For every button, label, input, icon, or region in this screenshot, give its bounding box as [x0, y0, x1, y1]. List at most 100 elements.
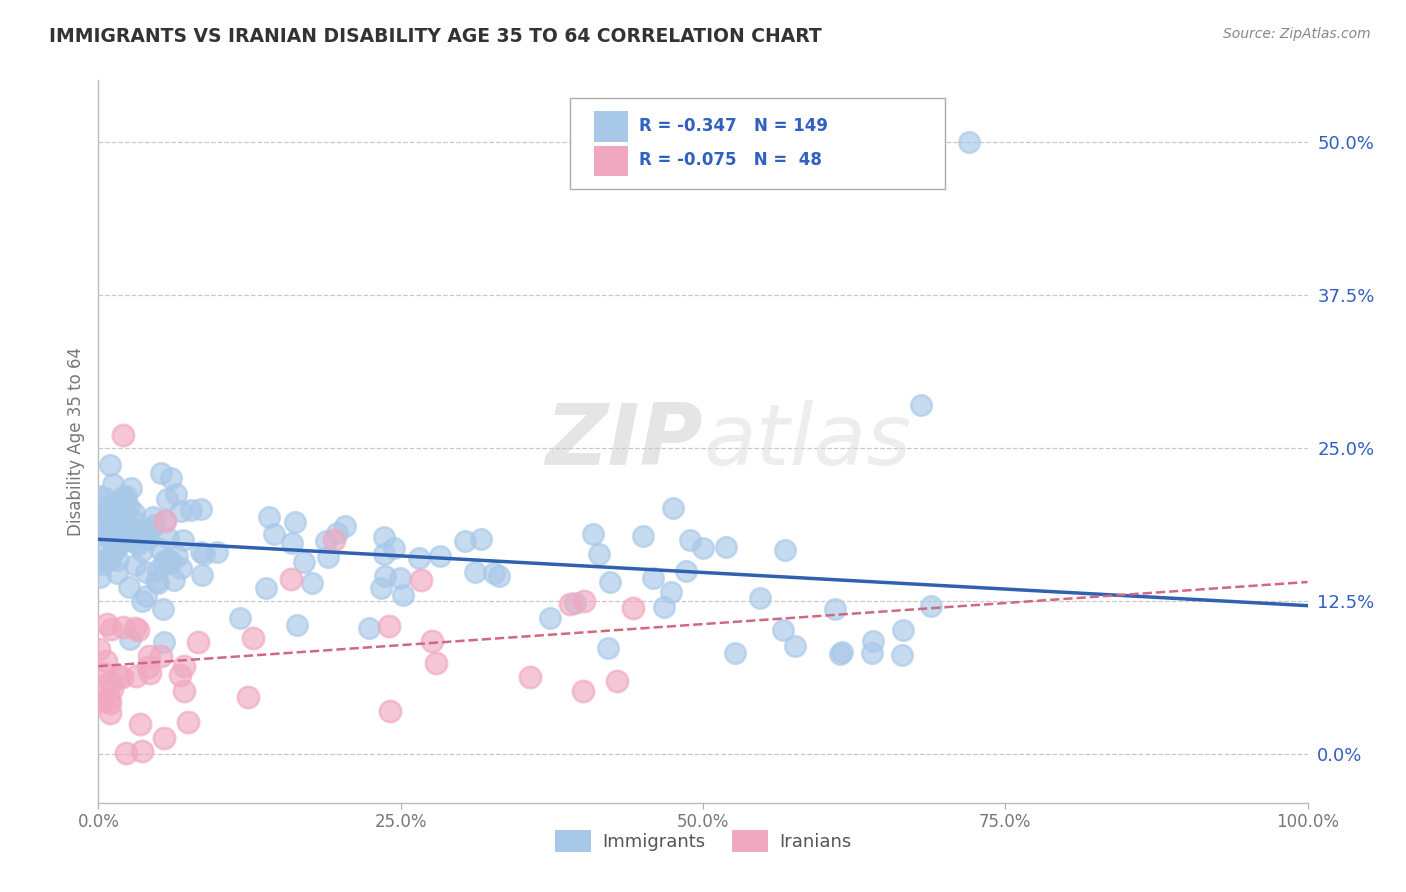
Text: ZIP: ZIP	[546, 400, 703, 483]
Point	[105, 541, 128, 555]
Point	[108, 501, 131, 516]
Point	[128, 716, 150, 731]
Point	[425, 657, 447, 671]
Point	[136, 522, 159, 536]
Point	[378, 618, 401, 632]
Point	[98, 458, 121, 473]
Point	[115, 746, 138, 760]
Point	[91, 557, 114, 571]
Point	[107, 669, 129, 683]
Point	[389, 572, 412, 586]
Point	[111, 508, 134, 523]
Point	[90, 510, 112, 524]
Point	[281, 535, 304, 549]
Point	[111, 670, 134, 684]
Point	[488, 569, 510, 583]
Point	[411, 573, 433, 587]
Point	[177, 715, 200, 730]
Point	[957, 135, 980, 149]
Point	[153, 513, 176, 527]
Point	[98, 692, 121, 706]
Point	[110, 501, 132, 516]
Point	[120, 524, 142, 538]
Point	[153, 731, 176, 745]
Point	[149, 542, 172, 557]
Point	[910, 398, 932, 412]
Point	[775, 542, 797, 557]
Point	[145, 574, 167, 588]
Point	[692, 541, 714, 555]
Point	[292, 555, 315, 569]
Point	[572, 683, 595, 698]
Point	[135, 565, 157, 579]
Point	[828, 647, 851, 661]
Point	[631, 529, 654, 543]
Point	[831, 645, 853, 659]
Point	[165, 487, 187, 501]
Point	[89, 528, 111, 542]
Point	[131, 594, 153, 608]
Point	[749, 591, 772, 606]
Point	[193, 547, 215, 561]
Point	[621, 601, 644, 615]
Point	[370, 581, 392, 595]
Point	[285, 618, 308, 632]
Point	[108, 529, 131, 543]
Point	[90, 694, 112, 708]
Point	[662, 500, 685, 515]
Point	[96, 617, 118, 632]
Point	[675, 564, 697, 578]
Point	[89, 569, 111, 583]
Point	[121, 532, 143, 546]
Point	[323, 533, 346, 547]
Point	[146, 575, 169, 590]
Point	[596, 641, 619, 656]
Point	[785, 639, 807, 653]
Point	[588, 548, 610, 562]
Point	[643, 571, 665, 585]
Point	[599, 575, 621, 590]
Point	[135, 532, 157, 546]
Point	[724, 646, 747, 660]
Point	[242, 631, 264, 645]
Point	[160, 471, 183, 485]
Point	[118, 533, 141, 547]
Point	[153, 554, 176, 568]
Point	[131, 744, 153, 758]
Point	[115, 489, 138, 503]
Point	[149, 649, 172, 664]
Point	[98, 530, 121, 544]
Point	[170, 561, 193, 575]
Point	[538, 611, 561, 625]
Point	[146, 563, 169, 577]
Point	[484, 566, 506, 580]
Point	[101, 476, 124, 491]
Point	[124, 506, 146, 520]
Point	[138, 524, 160, 538]
Point	[374, 569, 396, 583]
Point	[100, 675, 122, 690]
Point	[582, 527, 605, 541]
Point	[118, 580, 141, 594]
Point	[91, 524, 114, 539]
Point	[280, 572, 302, 586]
Point	[157, 532, 180, 546]
Point	[652, 599, 675, 614]
Point	[142, 509, 165, 524]
Point	[714, 540, 737, 554]
Point	[112, 519, 135, 533]
Point	[98, 696, 121, 710]
Point	[301, 576, 323, 591]
Point	[326, 525, 349, 540]
Point	[661, 585, 683, 599]
Point	[127, 536, 149, 550]
Point	[136, 532, 159, 546]
Text: IMMIGRANTS VS IRANIAN DISABILITY AGE 35 TO 64 CORRELATION CHART: IMMIGRANTS VS IRANIAN DISABILITY AGE 35 …	[49, 27, 823, 45]
Point	[333, 519, 356, 533]
Point	[100, 706, 122, 721]
Point	[180, 503, 202, 517]
Point	[173, 658, 195, 673]
Point	[772, 624, 794, 638]
FancyBboxPatch shape	[595, 146, 628, 177]
Point	[112, 516, 135, 531]
